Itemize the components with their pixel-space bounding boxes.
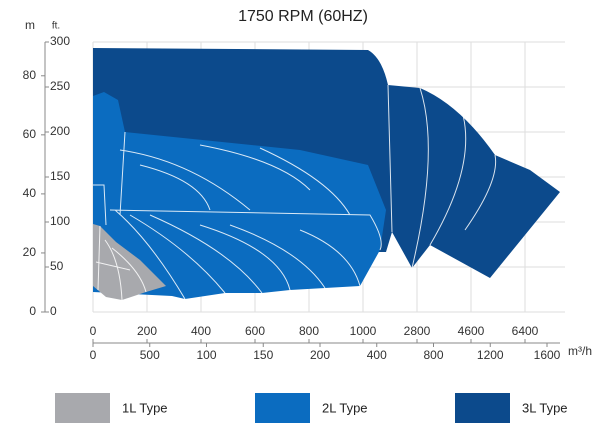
legend: 1L Type 2L Type 3L Type	[55, 393, 568, 423]
x-axis-label: m³/h	[568, 344, 592, 358]
x-top-tick-label: 4600	[458, 324, 485, 338]
x-top-tick-label: 800	[299, 324, 319, 338]
legend-swatch	[55, 393, 110, 423]
x-top-tick-label: 200	[137, 324, 157, 338]
y-tick-label: 100	[50, 214, 70, 228]
range-divider	[387, 84, 497, 269]
x-top-tick-label: 600	[245, 324, 265, 338]
y2-axis-label: m	[25, 18, 35, 32]
range-1l	[93, 224, 166, 300]
y-tick-label: 200	[50, 124, 70, 138]
legend-label: 2L Type	[322, 400, 368, 415]
legend-swatch	[455, 393, 510, 423]
y-tick-label: 250	[50, 79, 70, 93]
x-bottom-tick-label: 100	[196, 348, 216, 362]
range-divider	[93, 131, 382, 300]
x-bottom-tick-label: 800	[423, 348, 443, 362]
y2-tick-label: 40	[23, 186, 37, 200]
y-axis-label: ft.	[52, 21, 60, 32]
chart-title: 1750 RPM (60HZ)	[238, 8, 368, 25]
y-tick-label: 50	[50, 259, 64, 273]
legend-swatch	[255, 393, 310, 423]
x-bottom-tick-label: 200	[310, 348, 330, 362]
y-tick-label: 0	[50, 304, 57, 318]
y2-tick-label: 60	[23, 127, 37, 141]
x-top-tick-label: 0	[90, 324, 97, 338]
legend-label: 3L Type	[522, 400, 568, 415]
x-bottom-tick-label: 1200	[477, 348, 504, 362]
y-tick-label: 300	[50, 34, 70, 48]
y2-tick-label: 80	[23, 68, 37, 82]
x-bottom-tick-label: 400	[367, 348, 387, 362]
x-top-tick-label: 400	[191, 324, 211, 338]
y2-tick-label: 20	[23, 245, 37, 259]
x-bottom-tick-label: 1600	[534, 348, 561, 362]
ranges	[93, 48, 560, 301]
x-top-tick-label: 1000	[350, 324, 377, 338]
range-2l	[93, 92, 386, 299]
y2-tick-label: 0	[29, 304, 36, 318]
x-bottom-tick-label: 500	[140, 348, 160, 362]
x-bottom-tick-label: 150	[253, 348, 273, 362]
y-tick-label: 150	[50, 169, 70, 183]
x-top-tick-label: 6400	[512, 324, 539, 338]
x-top-tick-label: 2800	[404, 324, 431, 338]
legend-label: 1L Type	[122, 400, 168, 415]
x-bottom-tick-label: 0	[90, 348, 97, 362]
range-divider	[95, 225, 147, 301]
